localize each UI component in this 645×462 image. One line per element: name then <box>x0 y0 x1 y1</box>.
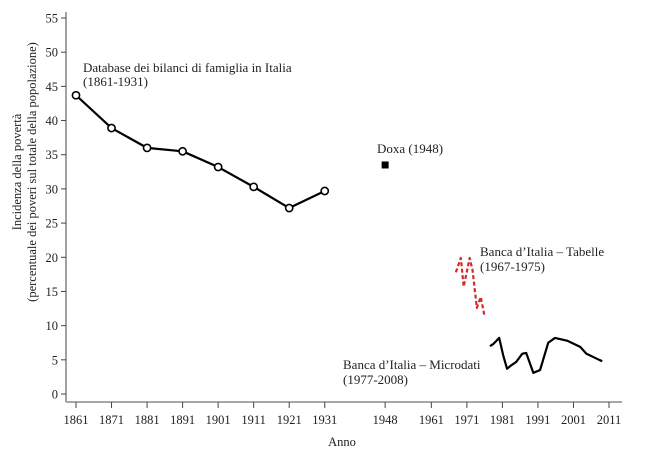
y-tick-label: 55 <box>46 12 59 26</box>
label-tabelle-line1: Banca d’Italia – Tabelle <box>480 244 604 259</box>
label-tabelle-line2: (1967-1975) <box>480 259 545 274</box>
circle-marker <box>178 146 187 156</box>
label-microdati-line2: (1977-2008) <box>343 372 408 387</box>
x-tick-label: 1991 <box>525 413 550 427</box>
circle-marker <box>284 203 294 213</box>
plot-area <box>71 90 603 374</box>
y-tick-label: 40 <box>46 114 59 128</box>
x-tick-label: 1961 <box>419 413 444 427</box>
x-tick-label: 2001 <box>561 413 586 427</box>
y-tick-label: 15 <box>46 285 59 299</box>
y-tick-label: 50 <box>46 46 59 60</box>
x-tick-label: 2011 <box>597 413 622 427</box>
x-tick-label: 1921 <box>277 413 302 427</box>
x-tick-label: 1881 <box>135 413 160 427</box>
x-tick-label: 1901 <box>206 413 231 427</box>
x-tick-label: 1948 <box>373 413 398 427</box>
y-tick-label: 20 <box>46 251 59 265</box>
y-tick-label: 45 <box>46 80 59 94</box>
y-tick-label: 0 <box>52 388 58 402</box>
label-bilanci-line2: (1861-1931) <box>83 74 148 89</box>
series-bilanci-line <box>75 94 326 210</box>
circle-marker <box>213 162 223 172</box>
x-tick-label: 1891 <box>170 413 195 427</box>
y-tick-label: 5 <box>52 353 58 367</box>
x-tick-label: 1971 <box>454 413 479 427</box>
y-tick-label: 25 <box>46 217 59 231</box>
y-tick-label: 30 <box>46 182 59 196</box>
axes: 0 5 10 15 20 25 30 35 40 45 50 55 1861 1871 1881 1891 19… <box>10 12 622 449</box>
annotations: Database dei bilanci di famiglia in Ital… <box>83 60 604 387</box>
x-tick-label: 1871 <box>99 413 124 427</box>
y-axis-subtitle: (percentuale dei poveri sul totale della… <box>25 42 39 302</box>
y-axis-title: Incidenza della povertà <box>10 113 24 230</box>
series-tabelle-dashed-line <box>454 256 486 317</box>
x-axis-title: Anno <box>328 435 356 449</box>
label-bilanci-line1: Database dei bilanci di famiglia in Ital… <box>83 60 292 75</box>
y-tick-label: 35 <box>46 148 59 162</box>
x-tick-label: 1861 <box>64 413 89 427</box>
doxa-square-marker <box>381 161 389 169</box>
x-tick-label: 1981 <box>490 413 515 427</box>
series-microdati-line <box>489 336 603 374</box>
label-microdati-line1: Banca d’Italia – Microdati <box>343 357 481 372</box>
circle-marker <box>249 182 259 192</box>
x-tick-label: 1911 <box>241 413 266 427</box>
circle-marker <box>71 90 81 100</box>
y-tick-label: 10 <box>46 319 59 333</box>
circle-marker <box>320 186 330 196</box>
x-tick-label: 1931 <box>312 413 337 427</box>
circle-marker <box>107 123 116 133</box>
circle-marker <box>142 143 152 153</box>
label-doxa: Doxa (1948) <box>377 141 443 156</box>
